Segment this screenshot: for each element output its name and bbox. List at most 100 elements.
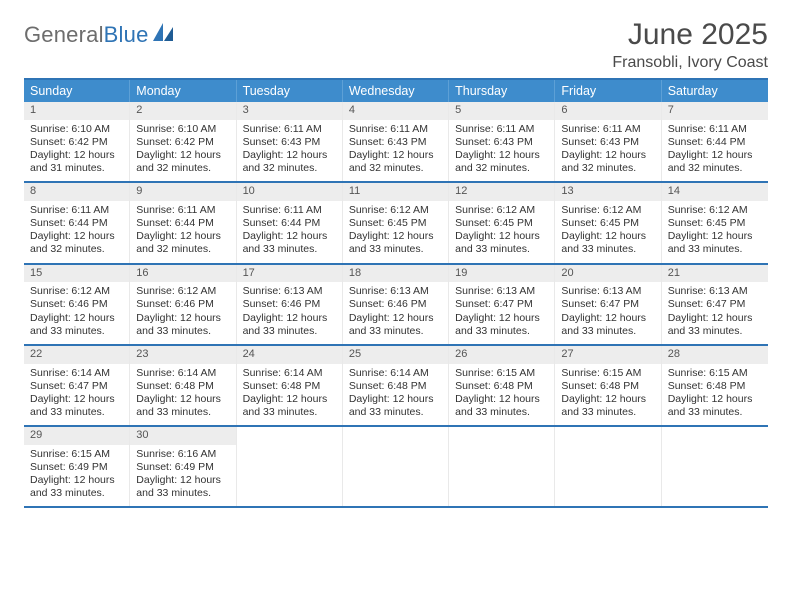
daylight-text: Daylight: 12 hours and 33 minutes.: [349, 312, 442, 338]
weeks-container: 1Sunrise: 6:10 AMSunset: 6:42 PMDaylight…: [24, 102, 768, 508]
sunrise-text: Sunrise: 6:11 AM: [243, 123, 336, 136]
sunrise-text: Sunrise: 6:13 AM: [243, 285, 336, 298]
weekday-header: Monday: [130, 80, 236, 102]
sunset-text: Sunset: 6:46 PM: [243, 298, 336, 311]
sunset-text: Sunset: 6:44 PM: [668, 136, 762, 149]
sunset-text: Sunset: 6:45 PM: [668, 217, 762, 230]
day-body: Sunrise: 6:14 AMSunset: 6:48 PMDaylight:…: [130, 364, 235, 426]
calendar-page: GeneralBlue June 2025 Fransobli, Ivory C…: [0, 0, 792, 612]
weekday-header: Wednesday: [343, 80, 449, 102]
daylight-text: Daylight: 12 hours and 33 minutes.: [243, 393, 336, 419]
daylight-text: Daylight: 12 hours and 32 minutes.: [668, 149, 762, 175]
calendar-day-cell: 19Sunrise: 6:13 AMSunset: 6:47 PMDayligh…: [449, 265, 555, 344]
sunset-text: Sunset: 6:48 PM: [455, 380, 548, 393]
day-number: 8: [24, 183, 129, 201]
daylight-text: Daylight: 12 hours and 32 minutes.: [349, 149, 442, 175]
day-body: Sunrise: 6:11 AMSunset: 6:44 PMDaylight:…: [24, 201, 129, 263]
day-number: 3: [237, 102, 342, 120]
day-body: Sunrise: 6:13 AMSunset: 6:47 PMDaylight:…: [449, 282, 554, 344]
day-number: 29: [24, 427, 129, 445]
sunset-text: Sunset: 6:48 PM: [668, 380, 762, 393]
day-number: 24: [237, 346, 342, 364]
day-body: Sunrise: 6:15 AMSunset: 6:49 PMDaylight:…: [24, 445, 129, 507]
day-number: 10: [237, 183, 342, 201]
daylight-text: Daylight: 12 hours and 33 minutes.: [561, 230, 654, 256]
sunset-text: Sunset: 6:49 PM: [30, 461, 123, 474]
page-title: June 2025: [612, 18, 768, 52]
day-number: 19: [449, 265, 554, 283]
calendar-day-cell: 26Sunrise: 6:15 AMSunset: 6:48 PMDayligh…: [449, 346, 555, 425]
day-body: Sunrise: 6:12 AMSunset: 6:45 PMDaylight:…: [662, 201, 768, 263]
sunrise-text: Sunrise: 6:11 AM: [349, 123, 442, 136]
calendar-week: 1Sunrise: 6:10 AMSunset: 6:42 PMDaylight…: [24, 102, 768, 183]
calendar-day-cell: 11Sunrise: 6:12 AMSunset: 6:45 PMDayligh…: [343, 183, 449, 262]
day-body: Sunrise: 6:14 AMSunset: 6:47 PMDaylight:…: [24, 364, 129, 426]
sunset-text: Sunset: 6:44 PM: [243, 217, 336, 230]
calendar-day-cell: 13Sunrise: 6:12 AMSunset: 6:45 PMDayligh…: [555, 183, 661, 262]
day-body: Sunrise: 6:10 AMSunset: 6:42 PMDaylight:…: [130, 120, 235, 182]
day-body: Sunrise: 6:11 AMSunset: 6:43 PMDaylight:…: [449, 120, 554, 182]
sunrise-text: Sunrise: 6:14 AM: [136, 367, 229, 380]
day-number: 15: [24, 265, 129, 283]
daylight-text: Daylight: 12 hours and 33 minutes.: [668, 393, 762, 419]
day-number: 11: [343, 183, 448, 201]
brand-logo: GeneralBlue: [24, 18, 175, 48]
calendar-week: 8Sunrise: 6:11 AMSunset: 6:44 PMDaylight…: [24, 183, 768, 264]
calendar-day-cell: 8Sunrise: 6:11 AMSunset: 6:44 PMDaylight…: [24, 183, 130, 262]
daylight-text: Daylight: 12 hours and 32 minutes.: [136, 149, 229, 175]
sunset-text: Sunset: 6:46 PM: [349, 298, 442, 311]
calendar-day-cell: 3 Sunrise: 6:11 AMSunset: 6:43 PMDaylight…: [237, 102, 343, 181]
calendar-day-cell: 5Sunrise: 6:11 AMSunset: 6:43 PMDaylight…: [449, 102, 555, 181]
day-body: Sunrise: 6:11 AMSunset: 6:44 PMDaylight:…: [662, 120, 768, 182]
daylight-text: Daylight: 12 hours and 32 minutes.: [30, 230, 123, 256]
sunrise-text: Sunrise: 6:13 AM: [561, 285, 654, 298]
calendar-day-cell: 30Sunrise: 6:16 AMSunset: 6:49 PMDayligh…: [130, 427, 236, 506]
sunset-text: Sunset: 6:47 PM: [455, 298, 548, 311]
calendar-day-cell: 15Sunrise: 6:12 AMSunset: 6:46 PMDayligh…: [24, 265, 130, 344]
calendar-day-cell: 7Sunrise: 6:11 AMSunset: 6:44 PMDaylight…: [662, 102, 768, 181]
sunset-text: Sunset: 6:48 PM: [243, 380, 336, 393]
brand-text: GeneralBlue: [24, 22, 149, 48]
calendar-day-cell: 22Sunrise: 6:14 AMSunset: 6:47 PMDayligh…: [24, 346, 130, 425]
sunset-text: Sunset: 6:48 PM: [349, 380, 442, 393]
sunrise-text: Sunrise: 6:15 AM: [561, 367, 654, 380]
daylight-text: Daylight: 12 hours and 32 minutes.: [243, 149, 336, 175]
day-body: Sunrise: 6:13 AMSunset: 6:46 PMDaylight:…: [343, 282, 448, 344]
daylight-text: Daylight: 12 hours and 33 minutes.: [455, 312, 548, 338]
weekday-header-row: Sunday Monday Tuesday Wednesday Thursday…: [24, 80, 768, 102]
daylight-text: Daylight: 12 hours and 33 minutes.: [349, 393, 442, 419]
day-number: 13: [555, 183, 660, 201]
sunrise-text: Sunrise: 6:13 AM: [349, 285, 442, 298]
day-body: Sunrise: 6:11 AMSunset: 6:43 PMDaylight:…: [343, 120, 448, 182]
day-body: Sunrise: 6:16 AMSunset: 6:49 PMDaylight:…: [130, 445, 235, 507]
calendar-day-cell: 1Sunrise: 6:10 AMSunset: 6:42 PMDaylight…: [24, 102, 130, 181]
sunset-text: Sunset: 6:47 PM: [561, 298, 654, 311]
sunset-text: Sunset: 6:44 PM: [136, 217, 229, 230]
calendar-day-cell: 25Sunrise: 6:14 AMSunset: 6:48 PMDayligh…: [343, 346, 449, 425]
sunrise-text: Sunrise: 6:12 AM: [561, 204, 654, 217]
day-number: 7: [662, 102, 768, 120]
daylight-text: Daylight: 12 hours and 33 minutes.: [455, 230, 548, 256]
day-body: Sunrise: 6:12 AMSunset: 6:45 PMDaylight:…: [343, 201, 448, 263]
calendar-day-cell: 27Sunrise: 6:15 AMSunset: 6:48 PMDayligh…: [555, 346, 661, 425]
daylight-text: Daylight: 12 hours and 33 minutes.: [349, 230, 442, 256]
sunrise-text: Sunrise: 6:11 AM: [243, 204, 336, 217]
sunrise-text: Sunrise: 6:14 AM: [243, 367, 336, 380]
sunset-text: Sunset: 6:47 PM: [668, 298, 762, 311]
weekday-header: Tuesday: [237, 80, 343, 102]
day-body: Sunrise: 6:14 AMSunset: 6:48 PMDaylight:…: [237, 364, 342, 426]
sunset-text: Sunset: 6:43 PM: [243, 136, 336, 149]
calendar-week: 29Sunrise: 6:15 AMSunset: 6:49 PMDayligh…: [24, 427, 768, 508]
calendar-day-cell: 23Sunrise: 6:14 AMSunset: 6:48 PMDayligh…: [130, 346, 236, 425]
sunrise-text: Sunrise: 6:11 AM: [455, 123, 548, 136]
sunrise-text: Sunrise: 6:12 AM: [349, 204, 442, 217]
day-body: Sunrise: 6:15 AMSunset: 6:48 PMDaylight:…: [555, 364, 660, 426]
daylight-text: Daylight: 12 hours and 33 minutes.: [668, 312, 762, 338]
calendar-day-cell: 21Sunrise: 6:13 AMSunset: 6:47 PMDayligh…: [662, 265, 768, 344]
calendar-day-cell: [343, 427, 449, 506]
sunrise-text: Sunrise: 6:15 AM: [668, 367, 762, 380]
day-number: 30: [130, 427, 235, 445]
day-number: 9: [130, 183, 235, 201]
sunset-text: Sunset: 6:48 PM: [561, 380, 654, 393]
daylight-text: Daylight: 12 hours and 32 minutes.: [561, 149, 654, 175]
